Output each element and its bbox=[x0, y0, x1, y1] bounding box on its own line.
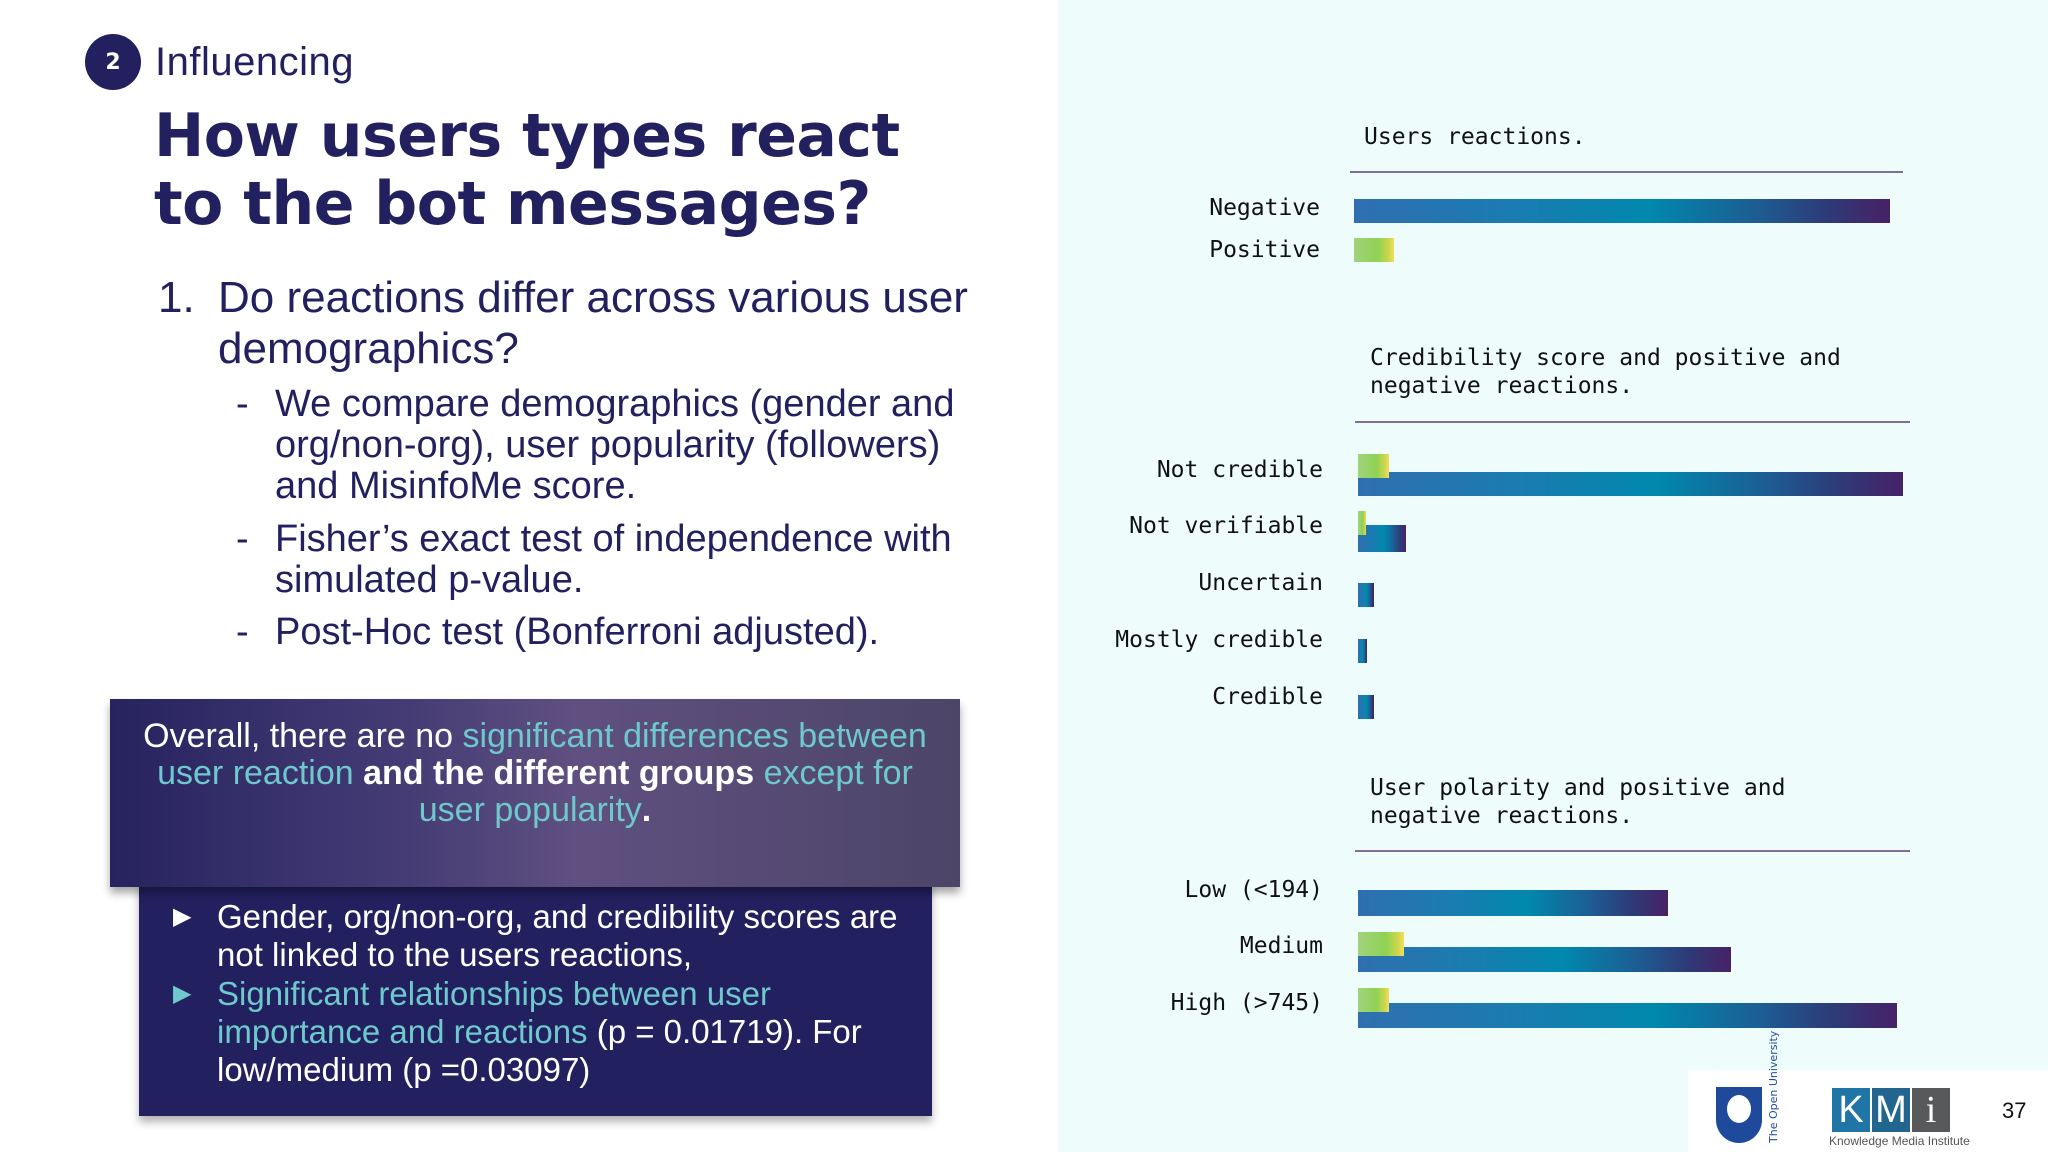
finding-item: ▶ Significant relationships between user… bbox=[173, 975, 862, 1088]
kmi-logo: K M i bbox=[1832, 1088, 1950, 1132]
category-label: Low (<194) bbox=[1184, 877, 1323, 903]
kmi-logo-letter: i bbox=[1912, 1088, 1950, 1132]
bar-positive bbox=[1358, 932, 1404, 956]
page-number: 37 bbox=[2002, 1098, 2027, 1123]
content-pane: 2 Influencing How users types react to t… bbox=[85, 34, 996, 1116]
section-title: Influencing bbox=[155, 40, 354, 84]
dash-bullet-icon: - bbox=[236, 611, 249, 653]
sub-point: - We compare demographics (gender and or… bbox=[236, 384, 996, 507]
bar-negative bbox=[1354, 199, 1890, 223]
triangle-bullet-icon: ▶ bbox=[173, 980, 192, 1007]
category-label: Mostly credible bbox=[1115, 627, 1323, 653]
sub-point-text: Post-Hoc test (Bonferroni adjusted). bbox=[275, 611, 880, 653]
question-text: Do reactions differ across various user … bbox=[218, 273, 968, 373]
category-label: Negative bbox=[1209, 195, 1320, 221]
section-number-badge: 2 bbox=[85, 34, 141, 90]
chart-title: Users reactions. bbox=[1364, 124, 1586, 150]
sub-point-text: We compare demographics (gender and org/… bbox=[275, 383, 955, 507]
triangle-bullet-icon: ▶ bbox=[173, 903, 192, 930]
open-university-logo-text: The Open University bbox=[1767, 1030, 1780, 1143]
bar-positive bbox=[1358, 454, 1389, 478]
bar-positive bbox=[1354, 238, 1394, 262]
bar-positive bbox=[1358, 511, 1366, 535]
category-label: Credible bbox=[1212, 684, 1323, 710]
category-label: High (>745) bbox=[1170, 990, 1323, 1016]
kmi-logo-letter: M bbox=[1872, 1088, 1910, 1132]
sub-point: - Post-Hoc test (Bonferroni adjusted). bbox=[236, 612, 996, 653]
category-label: Not verifiable bbox=[1129, 513, 1323, 539]
bar-negative bbox=[1358, 472, 1903, 496]
callout-text: Overall, there are no significant differ… bbox=[143, 716, 927, 829]
question-number: 1. bbox=[158, 273, 195, 322]
chart-divider bbox=[1355, 421, 1910, 423]
bar-negative bbox=[1358, 583, 1374, 607]
bar-negative bbox=[1358, 639, 1367, 663]
findings-box: ▶ Gender, org/non-org, and credibility s… bbox=[139, 880, 932, 1116]
sub-point: - Fisher’s exact test of independence wi… bbox=[236, 519, 996, 601]
category-label: Not credible bbox=[1156, 457, 1323, 483]
page-title: How users types react to the bot message… bbox=[154, 101, 900, 239]
dash-bullet-icon: - bbox=[236, 383, 249, 425]
bar-positive bbox=[1358, 988, 1389, 1012]
bar-negative bbox=[1358, 525, 1406, 552]
sub-point-text: Fisher’s exact test of independence with… bbox=[275, 518, 952, 601]
bar-negative bbox=[1358, 695, 1374, 719]
chart-title: Credibility score and positive and negat… bbox=[1370, 345, 1841, 399]
chart-title: User polarity and positive and negative … bbox=[1370, 775, 1786, 829]
question-1: 1. Do reactions differ across various us… bbox=[158, 272, 978, 374]
bar-negative bbox=[1358, 1003, 1897, 1028]
open-university-logo-icon bbox=[1716, 1087, 1762, 1143]
chart-divider bbox=[1355, 850, 1910, 852]
bar-negative bbox=[1358, 890, 1668, 916]
bar-negative bbox=[1358, 947, 1731, 972]
category-label: Uncertain bbox=[1198, 570, 1323, 596]
kmi-logo-letter: K bbox=[1832, 1088, 1870, 1132]
category-label: Positive bbox=[1209, 237, 1320, 263]
kmi-logo-label: Knowledge Media Institute bbox=[1829, 1134, 1970, 1148]
chart-divider bbox=[1350, 171, 1903, 173]
summary-callout: Overall, there are no significant differ… bbox=[110, 699, 960, 887]
category-label: Medium bbox=[1239, 933, 1323, 959]
finding-item: ▶ Gender, org/non-org, and credibility s… bbox=[173, 898, 898, 973]
dash-bullet-icon: - bbox=[236, 518, 249, 560]
